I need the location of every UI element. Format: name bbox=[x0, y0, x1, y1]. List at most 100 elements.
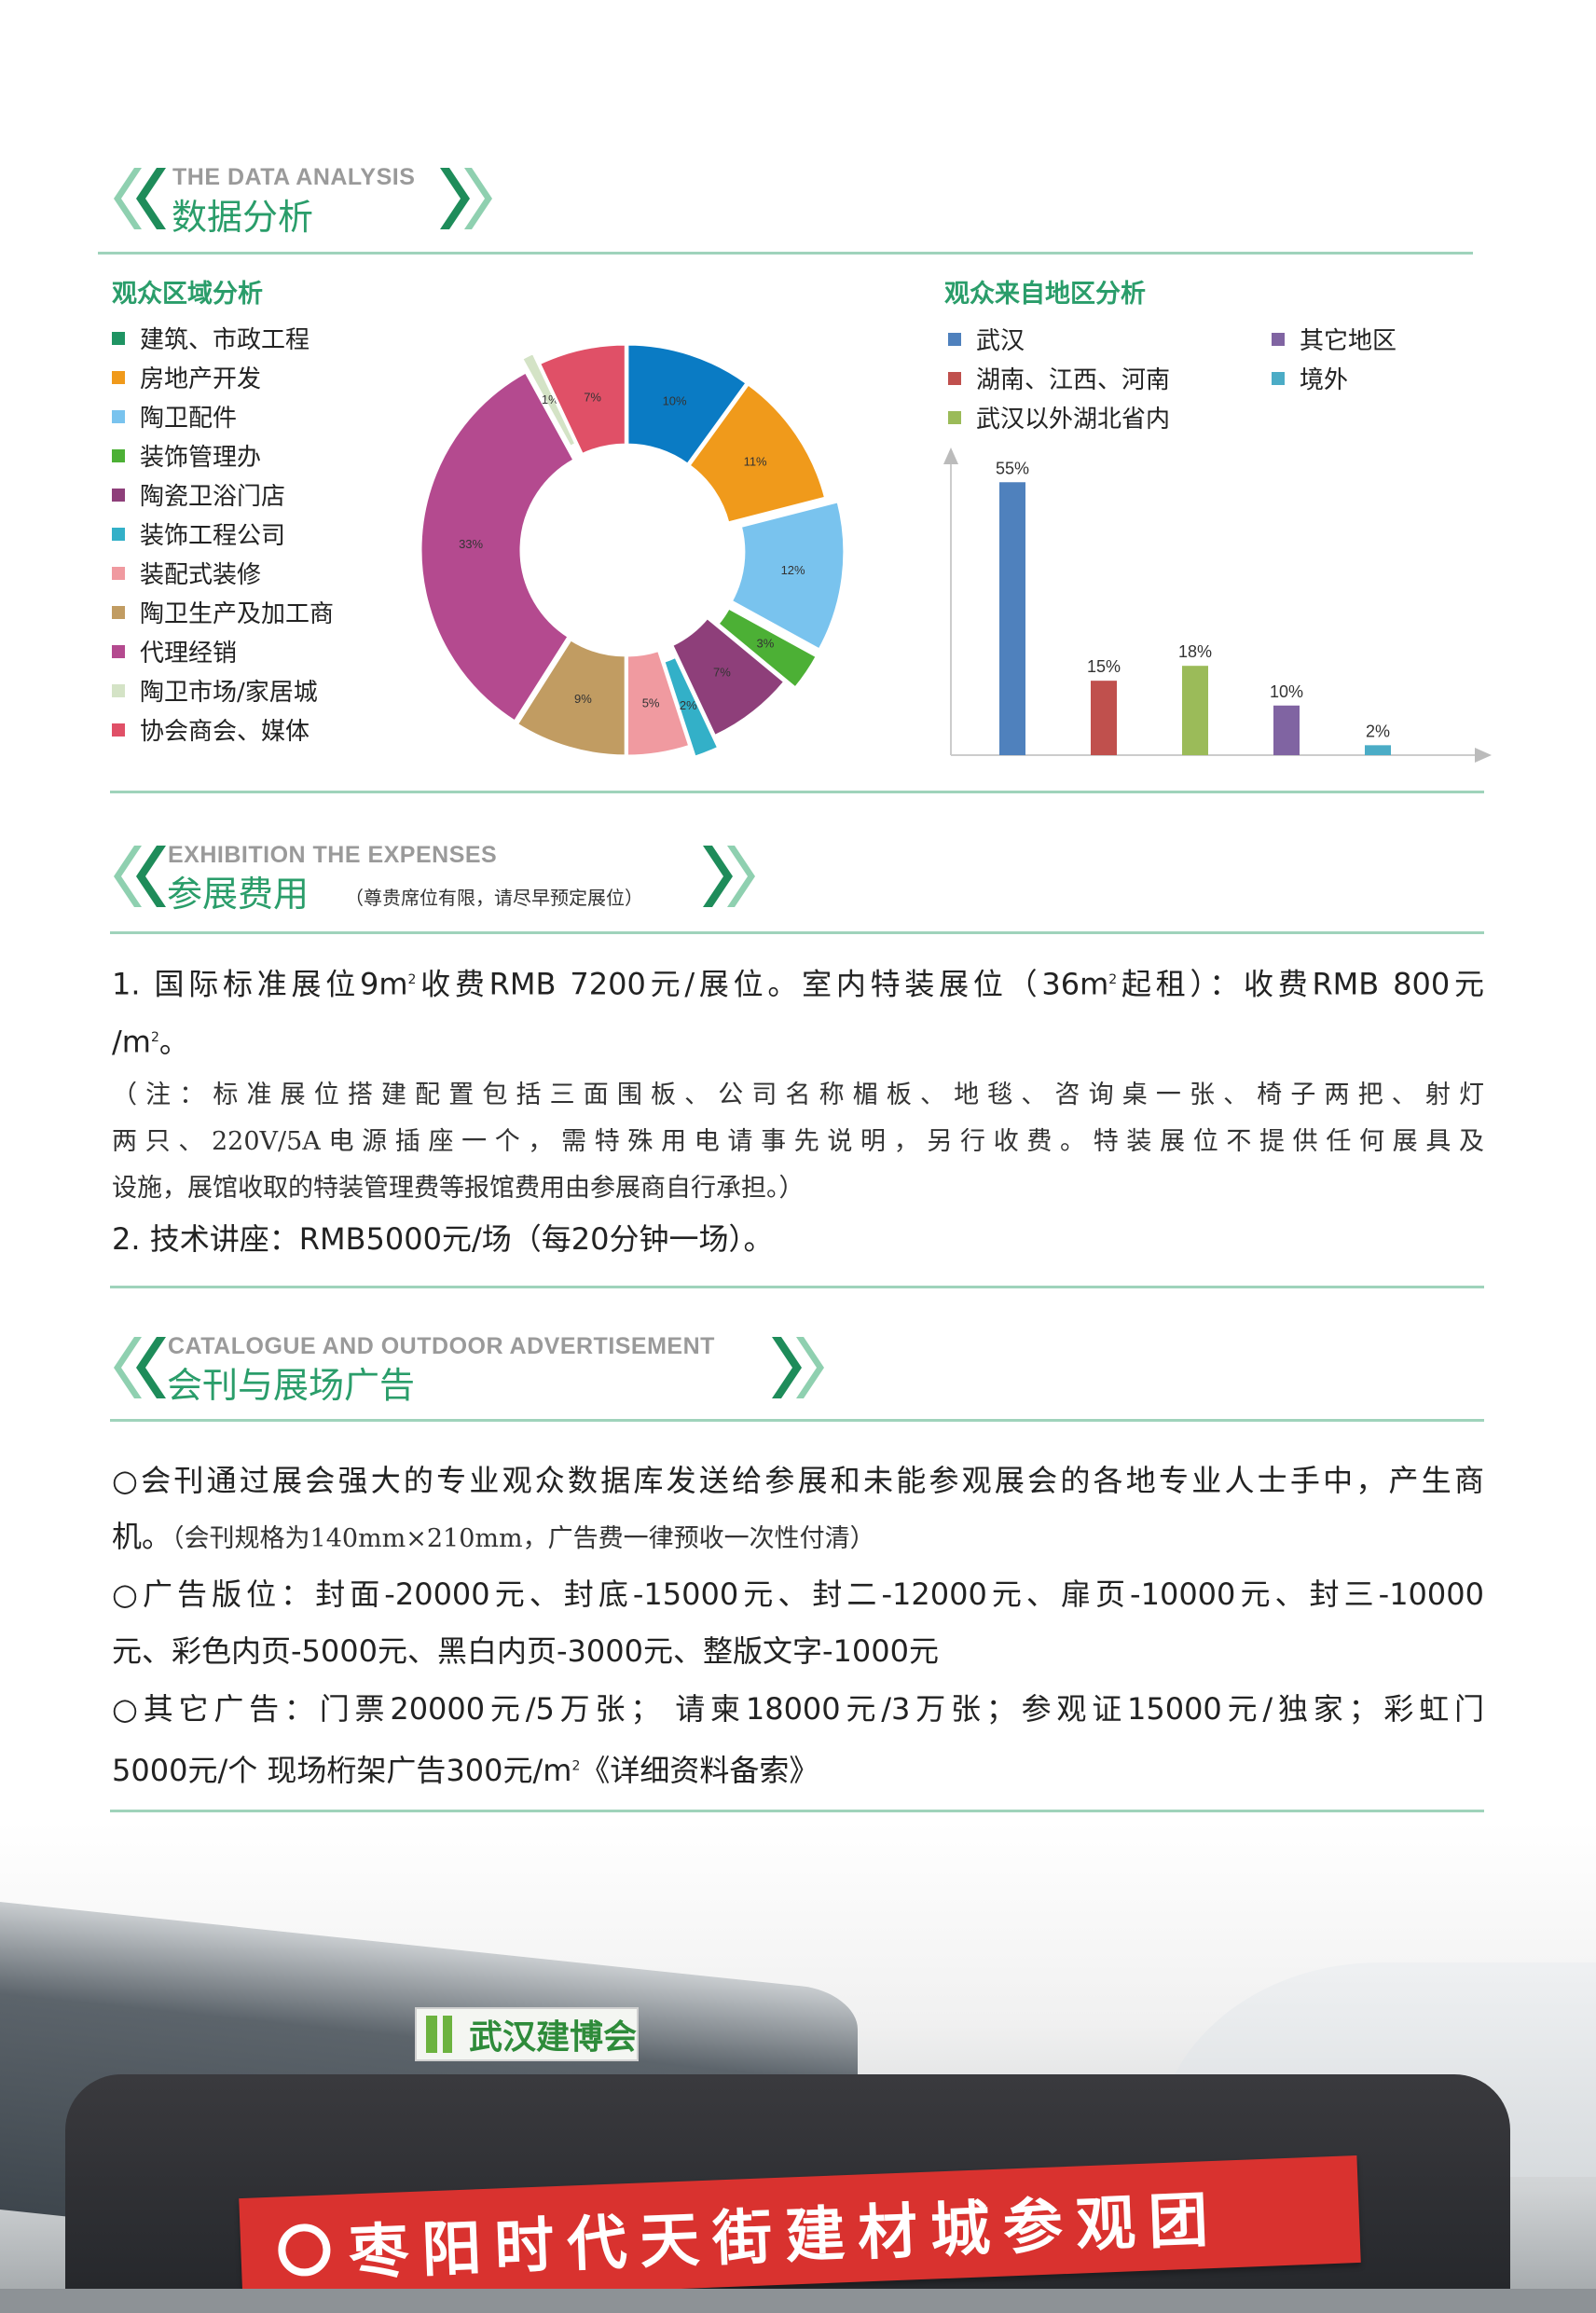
double-chevron-left-icon bbox=[114, 168, 166, 229]
bar-label: 10% bbox=[1270, 682, 1303, 701]
donut-slice bbox=[687, 381, 828, 525]
legend-item: 陶卫配件 bbox=[112, 399, 237, 434]
divider bbox=[110, 931, 1484, 934]
section-title-en: EXHIBITION THE EXPENSES bbox=[168, 842, 498, 868]
advert-paragraph-positions: ○广告版位：封面-20000元、封底-15000元、封二-12000元、扉页-1… bbox=[112, 1576, 1484, 1669]
section-title: 数据分析 bbox=[172, 197, 314, 238]
legend-label: 代理经销 bbox=[140, 640, 238, 668]
legend-item: 其它地区 bbox=[1272, 322, 1396, 356]
slice-label: 11% bbox=[744, 455, 767, 469]
bar-label: 15% bbox=[1087, 657, 1121, 676]
legend-item: 装配式装修 bbox=[112, 556, 261, 590]
legend-swatch bbox=[948, 332, 961, 346]
donut-slice bbox=[419, 369, 577, 724]
bar-label: 55% bbox=[996, 459, 1029, 477]
legend-label: 武汉以外湖北省内 bbox=[976, 406, 1171, 434]
legend-label: 陶卫配件 bbox=[140, 405, 238, 433]
bar bbox=[1182, 666, 1208, 755]
slice-label: 7% bbox=[713, 665, 731, 679]
chart-title: 观众区域分析 bbox=[112, 280, 263, 309]
section-title-en: CATALOGUE AND OUTDOOR ADVERTISEMENT bbox=[168, 1333, 715, 1359]
legend-swatch bbox=[112, 370, 125, 384]
bar-label: 18% bbox=[1178, 642, 1212, 661]
banner-text: 枣阳时代天街建材城参观团 bbox=[348, 2185, 1223, 2289]
legend-swatch bbox=[948, 371, 961, 385]
donut-slice bbox=[715, 605, 819, 691]
legend-label: 陶卫市场/家居城 bbox=[140, 679, 318, 707]
expense-item-2: 2. 技术讲座：RMB5000元/场（每20分钟一场）。 bbox=[112, 1221, 774, 1257]
legend-label: 陶卫生产及加工商 bbox=[140, 600, 335, 628]
legend-item: 建筑、市政工程 bbox=[112, 321, 310, 355]
slice-label: 3% bbox=[757, 637, 775, 651]
section-note: （尊贵席位有限，请尽早预定展位） bbox=[345, 887, 643, 909]
legend-swatch bbox=[112, 409, 125, 423]
double-chevron-left-icon bbox=[114, 846, 166, 907]
legend-label: 武汉 bbox=[976, 327, 1025, 355]
divider bbox=[98, 252, 1473, 255]
legend-item: 陶卫市场/家居城 bbox=[112, 673, 318, 708]
legend-item: 协会商会、媒体 bbox=[112, 712, 310, 747]
legend-swatch bbox=[112, 331, 125, 345]
chart-title: 观众来自地区分析 bbox=[944, 280, 1146, 309]
double-chevron-right-icon bbox=[440, 168, 492, 229]
legend-label: 房地产开发 bbox=[140, 365, 262, 393]
legend-item: 武汉以外湖北省内 bbox=[948, 400, 1170, 434]
group-photo: 武汉建博会 枣阳时代天街建材城参观团 bbox=[0, 1823, 1596, 2313]
divider bbox=[110, 1419, 1484, 1422]
slice-label: 2% bbox=[680, 698, 697, 712]
venue-sign-text: 武汉建博会 bbox=[469, 2018, 638, 2057]
legend-item: 武汉 bbox=[948, 322, 1025, 356]
bar-label: 2% bbox=[1366, 722, 1390, 740]
legend-item: 房地产开发 bbox=[112, 360, 261, 394]
legend-item: 境外 bbox=[1272, 361, 1348, 395]
legend-label: 装饰工程公司 bbox=[140, 522, 286, 550]
ground bbox=[0, 2289, 1596, 2313]
venue-sign: 武汉建博会 bbox=[415, 2007, 639, 2061]
divider bbox=[110, 1810, 1484, 1812]
slice-label: 10% bbox=[663, 394, 687, 408]
legend-swatch bbox=[112, 527, 125, 541]
section-title: 会刊与展场广告 bbox=[167, 1365, 416, 1406]
section-title: 参展费用 bbox=[167, 874, 310, 915]
legend-swatch bbox=[112, 605, 125, 619]
slice-label: 7% bbox=[584, 390, 601, 404]
expense-item-1: 1. 国际标准展位9m2收费RMB 7200元/展位。室内特装展位（36m2起租… bbox=[112, 966, 1484, 1002]
double-chevron-right-icon bbox=[703, 846, 755, 907]
legend-label: 协会商会、媒体 bbox=[140, 718, 310, 746]
legend-label: 装饰管理办 bbox=[140, 444, 262, 472]
slice-label: 5% bbox=[642, 695, 660, 709]
advert-paragraph-other: ○其它广告：门票20000元/5万张； 请柬18000元/3万张；参观证1500… bbox=[112, 1691, 1484, 1788]
divider bbox=[110, 1286, 1484, 1288]
slice-label: 9% bbox=[574, 692, 592, 706]
legend-swatch bbox=[112, 488, 125, 502]
legend-swatch bbox=[112, 644, 125, 658]
legend-item: 装饰管理办 bbox=[112, 438, 261, 473]
bar bbox=[1365, 745, 1391, 755]
slice-label: 12% bbox=[781, 563, 805, 577]
legend-swatch bbox=[1272, 332, 1285, 346]
expense-note: （注：标准展位搭建配置包括三面围板、公司名称楣板、地毯、咨询桌一张、椅子两把、射… bbox=[112, 1081, 1484, 1203]
legend-label: 其它地区 bbox=[1300, 327, 1397, 355]
venue-logo-icon bbox=[426, 2016, 463, 2053]
double-chevron-left-icon bbox=[114, 1337, 166, 1398]
legend-label: 装配式装修 bbox=[140, 561, 262, 589]
donut-chart: 10%11%12%3%7%2%5%9%33%1% 7% bbox=[419, 342, 846, 760]
legend-item: 装饰工程公司 bbox=[112, 516, 285, 551]
bar-chart: 55% 15% 18% 10% 2% bbox=[943, 447, 1492, 763]
donut-slice bbox=[729, 499, 846, 653]
donut-slice bbox=[515, 637, 627, 758]
legend-swatch bbox=[948, 410, 961, 424]
legend-label: 湖南、江西、河南 bbox=[976, 366, 1171, 394]
donut-slice bbox=[537, 342, 627, 457]
legend-item: 陶瓷卫浴门店 bbox=[112, 477, 285, 512]
x-axis-arrow-icon bbox=[1475, 748, 1492, 763]
legend-label: 建筑、市政工程 bbox=[140, 326, 310, 354]
expense-item-1-cont: /m2。 bbox=[112, 1024, 189, 1060]
legend-item: 陶卫生产及加工商 bbox=[112, 595, 334, 629]
y-axis-arrow-icon bbox=[943, 447, 958, 464]
legend-label: 陶瓷卫浴门店 bbox=[140, 483, 286, 511]
bar bbox=[999, 482, 1025, 755]
advert-paragraph-catalogue: ○会刊通过展会强大的专业观众数据库发送给参展和未能参观展会的各地专业人士手中，产… bbox=[112, 1463, 1484, 1554]
donut-slice bbox=[626, 342, 750, 467]
bar bbox=[1273, 705, 1300, 755]
